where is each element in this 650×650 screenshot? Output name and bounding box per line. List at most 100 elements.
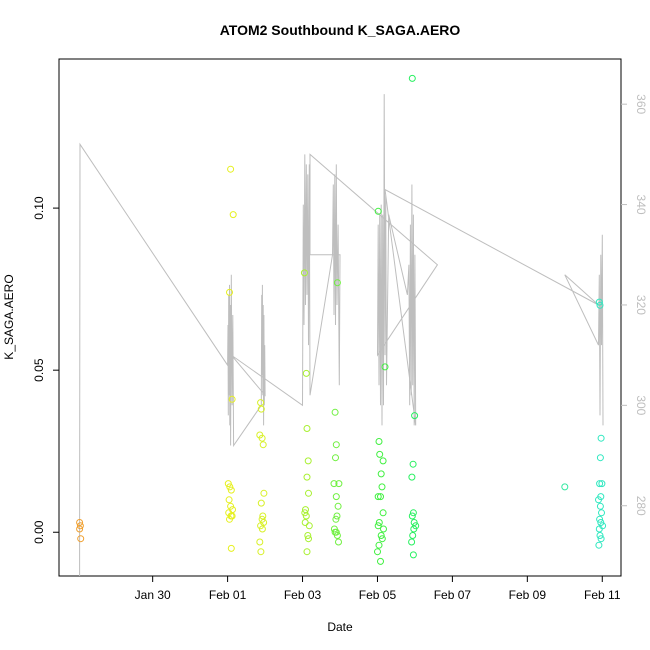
data-point	[377, 532, 385, 539]
data-point	[378, 535, 386, 543]
x-tick-label: Feb 07	[434, 588, 472, 602]
x-tick-label: Feb 11	[584, 588, 621, 602]
data-point	[410, 525, 418, 533]
data-point	[260, 489, 268, 497]
y2-tick-label: 300	[634, 395, 648, 415]
data-point	[257, 399, 265, 407]
data-point	[303, 548, 311, 556]
x-tick-label: Jan 30	[135, 588, 171, 602]
data-point	[595, 298, 603, 306]
data-point	[377, 493, 384, 501]
x-tick-label: Feb 01	[209, 588, 247, 602]
data-point	[379, 509, 387, 517]
data-point	[76, 522, 84, 530]
data-point	[374, 548, 381, 556]
data-point	[332, 454, 339, 462]
data-point	[597, 519, 605, 526]
data-point	[561, 483, 569, 491]
x-tick-label: Feb 03	[284, 588, 322, 602]
data-point	[596, 515, 604, 523]
data-point	[305, 489, 312, 497]
y-axis-label: K_SAGA.AERO	[2, 274, 16, 359]
data-point	[332, 493, 340, 501]
y2-tick-label: 280	[634, 496, 648, 516]
x-tick-label: Feb 09	[509, 588, 547, 602]
data-point	[409, 460, 417, 468]
data-point	[304, 532, 312, 539]
y2-tick-label: 340	[634, 195, 648, 215]
data-point	[377, 557, 384, 565]
data-point	[227, 486, 235, 494]
data-point	[598, 509, 605, 517]
data-point	[301, 509, 309, 517]
y-tick-label: 0.05	[32, 358, 46, 382]
data-point	[300, 269, 308, 277]
data-point	[229, 211, 237, 219]
data-point	[375, 438, 383, 445]
data-point	[259, 441, 267, 449]
data-point	[330, 480, 338, 488]
data-point	[257, 405, 265, 413]
data-point	[408, 538, 416, 546]
data-point	[334, 502, 342, 510]
data-point	[302, 369, 310, 377]
data-point	[378, 483, 386, 491]
data-point	[332, 515, 340, 523]
data-point	[258, 434, 266, 442]
data-point	[596, 532, 604, 539]
data-point	[227, 165, 235, 173]
data-point	[374, 493, 382, 501]
data-point	[305, 535, 312, 543]
series-line-layer	[79, 94, 604, 576]
y-tick-label: 0.00	[32, 520, 46, 544]
data-point	[408, 74, 416, 82]
data-point	[76, 525, 84, 533]
data-point	[379, 457, 387, 465]
x-axis: Jan 30 Feb 01 Feb 03 Feb 05 Feb 07 Feb 09 Feb …	[135, 576, 621, 602]
x-axis-label: Date	[327, 620, 353, 634]
y2-axis: 280 300 320 340 360	[621, 94, 648, 516]
data-point	[258, 515, 266, 523]
data-point	[303, 473, 311, 481]
x-tick-label: Feb 05	[359, 588, 397, 602]
data-point	[335, 538, 342, 546]
data-point	[332, 441, 340, 449]
data-point	[302, 512, 310, 520]
y-tick-label: 0.10	[32, 196, 46, 220]
data-point	[599, 522, 607, 530]
data-point	[225, 496, 233, 504]
data-point	[377, 470, 385, 478]
data-point	[374, 207, 382, 215]
plot-frame	[58, 58, 622, 577]
data-point	[375, 541, 383, 549]
data-point	[257, 499, 265, 507]
data-point	[596, 480, 604, 488]
series-line	[79, 94, 604, 576]
data-point	[596, 454, 604, 462]
y2-tick-label: 320	[634, 295, 648, 315]
y-axis: 0.00 0.05 0.10	[32, 196, 59, 544]
data-point	[226, 483, 234, 491]
data-point	[77, 535, 85, 543]
data-point	[332, 528, 340, 536]
data-point	[375, 519, 383, 526]
data-point	[335, 480, 343, 488]
data-point	[303, 425, 311, 432]
data-point	[301, 519, 309, 526]
points-layer	[76, 74, 607, 565]
data-point	[305, 522, 313, 530]
data-point	[597, 434, 605, 442]
data-point	[304, 457, 312, 465]
data-point	[259, 512, 267, 520]
data-point	[256, 538, 264, 546]
data-point	[409, 532, 417, 539]
data-point	[258, 525, 266, 533]
data-point	[333, 279, 341, 287]
data-point	[376, 450, 384, 458]
data-point	[410, 519, 418, 526]
chart-title: ATOM2 Southbound K_SAGA.AERO	[220, 22, 461, 38]
data-point	[408, 512, 416, 520]
data-point	[226, 288, 233, 296]
data-point	[381, 363, 389, 371]
